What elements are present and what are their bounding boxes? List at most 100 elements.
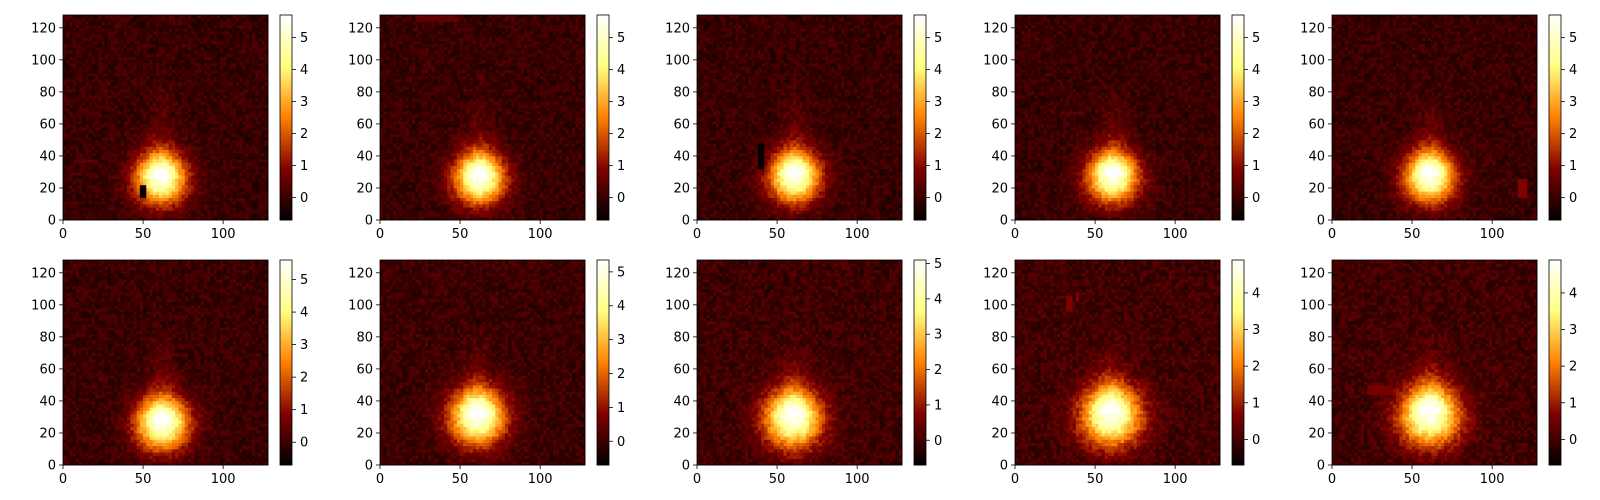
heatmap-cell [233,114,237,118]
heatmap-cell [217,114,221,118]
heatmap-cell [133,159,137,163]
heatmap-cell [114,159,118,163]
heatmap-cell [194,82,198,86]
heatmap-cell [73,92,77,96]
heatmap-cell [191,15,195,19]
heatmap-cell [159,159,163,163]
heatmap-cell [117,140,121,144]
heatmap-cell [246,166,250,170]
heatmap-cell [76,101,80,105]
heatmap-cell [66,89,70,93]
heatmap-cell [137,127,141,131]
heatmap-cell [233,194,237,198]
heatmap-cell [207,92,211,96]
heatmap-cell [98,111,102,115]
heatmap-cell [166,134,170,138]
heatmap-cell [198,204,202,208]
heatmap-cell [255,57,259,61]
heatmap-cell [153,25,157,29]
heatmap-cell [133,15,137,19]
heatmap-cell [246,178,250,182]
heatmap-cell [185,140,189,144]
heatmap-cell [438,214,442,218]
heatmap-cell [159,63,163,67]
heatmap-cell [130,25,134,29]
heatmap-cell [95,111,99,115]
heatmap-cell [108,76,112,80]
heatmap-cell [92,60,96,64]
heatmap-cell [162,194,166,198]
heatmap-cell [204,134,208,138]
heatmap-cell [156,69,160,73]
heatmap-cell [188,150,192,154]
heatmap-cell [246,98,250,102]
heatmap-cell [143,73,147,77]
heatmap-cell [92,63,96,67]
heatmap-cell [89,111,93,115]
heatmap-cell [140,210,144,214]
heatmap-cell [236,185,240,189]
heatmap-cell [473,214,477,218]
heatmap-cell [223,140,227,144]
heatmap-cell [105,194,109,198]
heatmap-cell [166,44,170,48]
heatmap-cell [540,214,544,218]
heatmap-cell [85,172,89,176]
heatmap-cell [239,114,243,118]
heatmap-cell [121,53,125,57]
heatmap-cell [79,169,83,173]
heatmap-cell [175,143,179,147]
heatmap-cell [66,28,70,32]
heatmap-cell [108,57,112,61]
heatmap-cell [185,127,189,131]
heatmap-cell [550,214,554,218]
heatmap-cell [140,47,144,51]
heatmap-cell [159,204,163,208]
heatmap-cell [108,210,112,214]
colorbar-segment [280,182,292,185]
heatmap-cell [175,210,179,214]
heatmap-cell [194,37,198,41]
heatmap-cell [143,124,147,128]
heatmap-cell [409,210,413,214]
heatmap-cell [242,124,246,128]
heatmap-cell [169,194,173,198]
heatmap-cell [117,134,121,138]
heatmap-cell [252,63,256,67]
heatmap-cell [162,101,166,105]
heatmap-cell [185,214,189,218]
heatmap-cell [69,60,73,64]
heatmap-cell [149,118,153,122]
heatmap-cell [92,25,96,29]
heatmap-cell [85,124,89,128]
heatmap-cell [262,153,266,157]
heatmap-cell [124,98,128,102]
heatmap-cell [172,18,176,22]
heatmap-cell [127,98,131,102]
heatmap-cell [124,127,128,131]
heatmap-cell [95,191,99,195]
heatmap-cell [114,182,118,186]
heatmap-cell [182,76,186,80]
heatmap-cell [111,214,115,218]
heatmap-cell [198,105,202,109]
heatmap-cell [418,210,422,214]
heatmap-cell [214,63,218,67]
heatmap-cell [220,137,224,141]
heatmap-cell [133,140,137,144]
heatmap-cell [149,15,153,19]
heatmap-cell [95,207,99,211]
heatmap-cell [137,98,141,102]
heatmap-cell [239,111,243,115]
heatmap-cell [82,89,86,93]
heatmap-cell [172,169,176,173]
heatmap-cell [111,44,115,48]
heatmap-cell [233,118,237,122]
x-tick-label: 50 [135,227,152,242]
heatmap-cell [76,124,80,128]
heatmap-cell [188,162,192,166]
heatmap-cell [207,47,211,51]
heatmap-cell [63,37,67,41]
heatmap-cell [133,175,137,179]
heatmap-cell [249,201,253,205]
